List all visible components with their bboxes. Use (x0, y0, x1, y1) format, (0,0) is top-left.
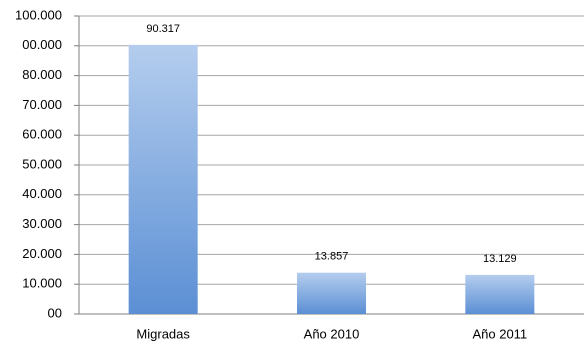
y-tick-label: 30.000 (22, 216, 62, 231)
y-tick-label: 00.000 (22, 37, 62, 52)
y-tick-label: 100.000 (15, 7, 62, 22)
bar (465, 274, 535, 314)
value-label: 90.317 (146, 23, 180, 35)
bar (128, 44, 198, 314)
y-tick-label: 70.000 (22, 97, 62, 112)
x-tick-label: Año 2011 (472, 326, 527, 341)
x-tick-label: Año 2010 (304, 326, 360, 341)
y-tick-label: 00 (48, 305, 62, 320)
y-tick-label: 80.000 (22, 67, 62, 82)
y-tick-label: 10.000 (22, 276, 62, 291)
bar (296, 272, 367, 314)
y-tick-label: 50.000 (22, 156, 62, 171)
value-label: 13.129 (483, 253, 517, 265)
y-tick-label: 60.000 (22, 127, 62, 142)
value-label: 13.857 (315, 251, 349, 263)
y-tick-label: 20.000 (22, 246, 62, 261)
y-tick-label: 40.000 (22, 186, 62, 201)
x-tick-label: Migradas (136, 326, 190, 341)
